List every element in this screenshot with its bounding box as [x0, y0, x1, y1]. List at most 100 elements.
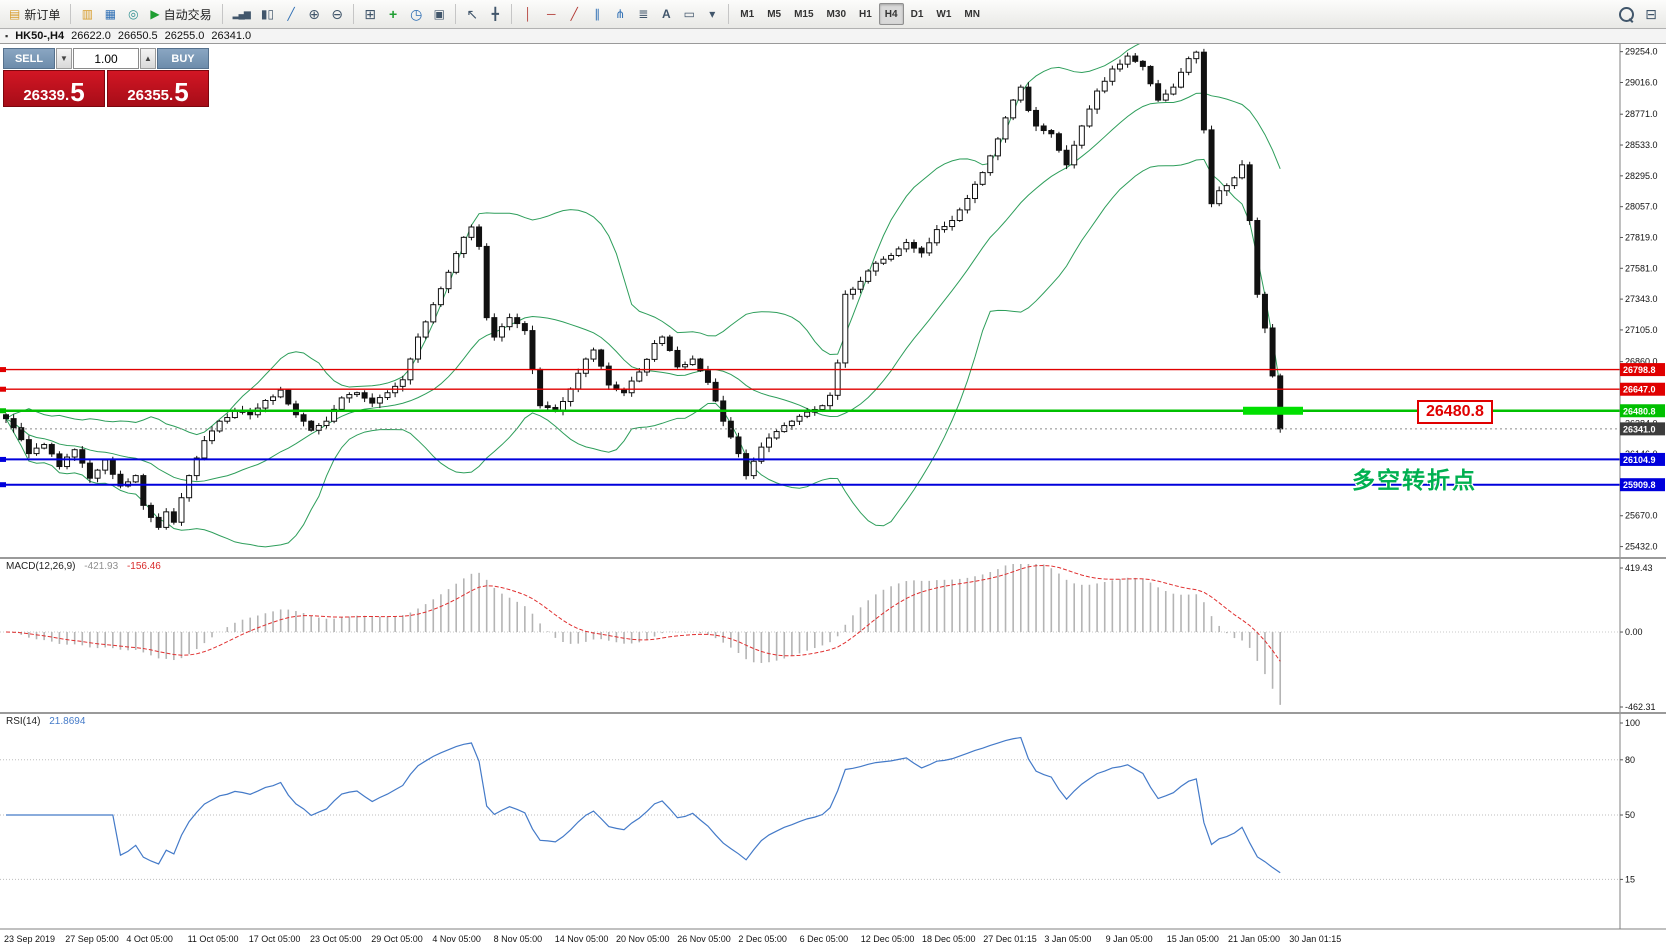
new-order-button[interactable]: ▤ 新订单: [4, 3, 65, 25]
market-watch-button[interactable]: ▥: [76, 3, 98, 25]
svg-text:50: 50: [1625, 810, 1635, 820]
price-level-flag[interactable]: 26480.8: [1417, 400, 1493, 424]
svg-text:80: 80: [1625, 755, 1635, 765]
label-tool-button[interactable]: ▭: [678, 3, 700, 25]
data-window-button[interactable]: ▦: [99, 3, 121, 25]
data-window-icon: ▦: [104, 7, 117, 21]
sell-price-base: 26339.: [23, 87, 70, 104]
candlestick-chart-button[interactable]: ▮▯: [256, 3, 279, 25]
price-tag: [1620, 404, 1665, 418]
vertical-line-tool-button[interactable]: │: [517, 3, 539, 25]
horizontal-line-objects: [0, 367, 1620, 488]
period-button[interactable]: ◷: [405, 3, 427, 25]
panel-divider[interactable]: [0, 712, 1666, 714]
new-order-label: 新订单: [24, 7, 61, 22]
sell-price-button[interactable]: 26339. 5: [3, 70, 105, 107]
svg-text:25670.0: 25670.0: [1625, 511, 1658, 521]
line-chart-icon: ╱: [287, 7, 295, 21]
andrews-pitchfork-tool-button[interactable]: ⋔: [609, 3, 631, 25]
svg-text:27343.0: 27343.0: [1625, 294, 1658, 304]
buy-price-base: 26355.: [127, 87, 174, 104]
svg-text:28533.0: 28533.0: [1625, 140, 1658, 150]
cursor-tool-button[interactable]: ↖: [461, 3, 483, 25]
buy-price-button[interactable]: 26355. 5: [107, 70, 209, 107]
tile-windows-icon: ⊞: [364, 6, 376, 22]
svg-text:27105.0: 27105.0: [1625, 325, 1658, 335]
zoom-in-button[interactable]: ⊕: [303, 3, 325, 25]
ohlc-close: 26341.0: [211, 29, 252, 42]
level-anchor[interactable]: [0, 456, 6, 462]
volume-increase-button[interactable]: ▲: [140, 48, 156, 69]
price-axis[interactable]: 29254.0 29016.0 28771.0 28533.0 28295.0 28057…: [1620, 47, 1665, 552]
price-tag: [1620, 452, 1665, 466]
timeframe-h1[interactable]: H1: [853, 3, 878, 25]
macd-indicator: [0, 564, 1620, 705]
timeframe-m30[interactable]: M30: [821, 3, 852, 25]
horizontal-line-tool-button[interactable]: ─: [540, 3, 562, 25]
layout-button[interactable]: ⊟: [1640, 3, 1662, 25]
channel-tool-button[interactable]: ∥: [586, 3, 608, 25]
time-label: 26 Nov 05:00: [677, 934, 731, 944]
chart-background: [0, 43, 1666, 950]
volume-decrease-button[interactable]: ▼: [56, 48, 72, 69]
timeframe-h4[interactable]: H4: [878, 3, 904, 25]
buy-button[interactable]: BUY: [157, 48, 209, 69]
time-label: 14 Nov 05:00: [554, 934, 609, 944]
market-watch-icon: ▥: [81, 7, 94, 21]
search-button[interactable]: [1614, 3, 1639, 25]
sell-button[interactable]: SELL: [3, 48, 55, 69]
svg-text:100: 100: [1625, 718, 1640, 728]
timeframe-mn[interactable]: MN: [958, 3, 986, 25]
text-icon: A: [661, 7, 671, 21]
price-tag: [1620, 363, 1665, 377]
template-button[interactable]: ▣: [428, 3, 450, 25]
chart-caption: ▪ HK50-,H4 26622.0 26650.5 26255.0 26341…: [0, 28, 1666, 44]
macd-label: MACD(12,26,9) -421.93 -156.46: [6, 561, 161, 572]
highlight-segment[interactable]: [1243, 406, 1303, 415]
timeframe-m1[interactable]: M1: [734, 3, 760, 25]
text-tool-button[interactable]: A: [655, 3, 677, 25]
channel-icon: ∥: [594, 7, 601, 21]
zoom-out-button[interactable]: ⊖: [326, 3, 348, 25]
svg-text:26798.8: 26798.8: [1623, 365, 1656, 375]
level-anchor[interactable]: [0, 482, 6, 488]
navigator-button[interactable]: ◎: [122, 3, 144, 25]
level-anchor[interactable]: [0, 367, 6, 373]
toolbar-separator: [511, 4, 513, 24]
line-chart-button[interactable]: ╱: [280, 3, 302, 25]
time-label: 20 Nov 05:00: [616, 934, 670, 944]
timeframe-m5[interactable]: M5: [761, 3, 787, 25]
svg-text:-462.31: -462.31: [1625, 702, 1656, 712]
symbol-period: HK50-,H4: [15, 29, 65, 42]
one-click-trading-panel: SELL ▼ ▲ BUY 26339. 5 26355. 5: [3, 48, 209, 107]
crosshair-tool-button[interactable]: ╋: [484, 3, 506, 25]
panel-divider[interactable]: [0, 557, 1666, 559]
new-chart-button[interactable]: +: [382, 3, 404, 25]
rsi-name: RSI(14): [6, 716, 41, 727]
bar-chart-button[interactable]: ▂▄▆: [228, 3, 255, 25]
timeframe-w1[interactable]: W1: [930, 3, 957, 25]
svg-text:28295.0: 28295.0: [1625, 171, 1658, 181]
volume-input[interactable]: [73, 48, 139, 69]
trendline-tool-button[interactable]: ╱: [563, 3, 585, 25]
time-axis[interactable]: 23 Sep 2019 27 Sep 05:00 4 Oct 05:00 11 Oct…: [0, 931, 1620, 950]
turning-point-annotation[interactable]: 多空转折点: [1352, 467, 1477, 493]
svg-text:26480.8: 26480.8: [1623, 406, 1656, 416]
svg-text:29016.0: 29016.0: [1625, 77, 1658, 87]
timeframe-m15[interactable]: M15: [788, 3, 819, 25]
svg-text:26341.0: 26341.0: [1623, 424, 1656, 434]
tile-windows-button[interactable]: ⊞: [359, 3, 381, 25]
level-anchor[interactable]: [0, 386, 6, 392]
timeframe-d1[interactable]: D1: [905, 3, 930, 25]
auto-trading-icon: ▶: [150, 7, 160, 21]
macd-axis: 419.43 0.00 -462.31: [1620, 563, 1656, 712]
time-label: 11 Oct 05:00: [187, 934, 239, 944]
shapes-dropdown-button[interactable]: ▾: [701, 3, 723, 25]
fibonacci-tool-button[interactable]: ≣: [632, 3, 654, 25]
toolbar-separator: [353, 4, 355, 24]
auto-trading-button[interactable]: ▶ 自动交易: [145, 3, 216, 25]
chart-window-icon: ▪: [5, 30, 9, 41]
level-anchor[interactable]: [0, 408, 6, 414]
